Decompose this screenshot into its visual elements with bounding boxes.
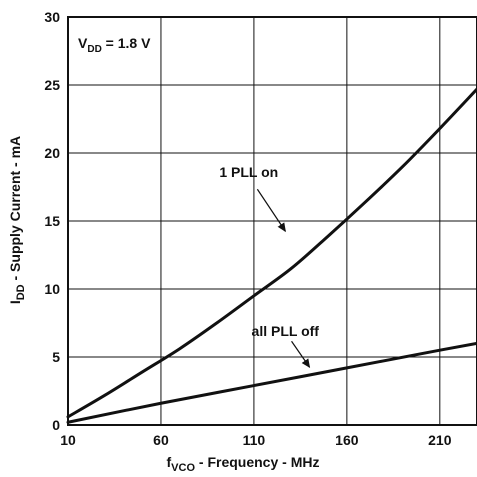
y-tick-label: 0 [52, 417, 60, 433]
y-tick-label: 30 [44, 9, 60, 25]
grid [68, 17, 477, 425]
y-tick-label: 5 [52, 349, 60, 365]
x-tick-label: 210 [428, 432, 452, 448]
vdd-annotation: VDD = 1.8 V [78, 35, 151, 55]
series-label-0: 1 PLL on [219, 164, 278, 180]
x-tick-label: 110 [243, 432, 266, 448]
series-labels: 1 PLL on all PLL off [219, 164, 320, 369]
series-label-arrow-0 [256, 188, 286, 233]
y-tick-label: 20 [44, 145, 60, 161]
series-line-0 [66, 87, 477, 419]
x-tick-label: 10 [60, 432, 76, 448]
y-tick-label: 25 [44, 77, 60, 93]
x-tick-label: 60 [153, 432, 169, 448]
x-tick-label: 160 [335, 432, 359, 448]
y-axis-title: IDD - Supply Current - mA [7, 136, 27, 304]
series-label-1: all PLL off [252, 323, 320, 339]
x-axis-title: fVCO - Frequency - MHz [167, 454, 320, 474]
y-tick-label: 15 [44, 213, 60, 229]
series-layer [66, 87, 477, 424]
plot-frame [67, 16, 477, 426]
series-label-arrow-1 [291, 340, 311, 369]
series-line-1 [66, 341, 477, 424]
y-tick-label: 10 [44, 281, 60, 297]
tick-labels: 10 60 110 160 210 0 5 10 15 20 25 30 [44, 9, 451, 448]
